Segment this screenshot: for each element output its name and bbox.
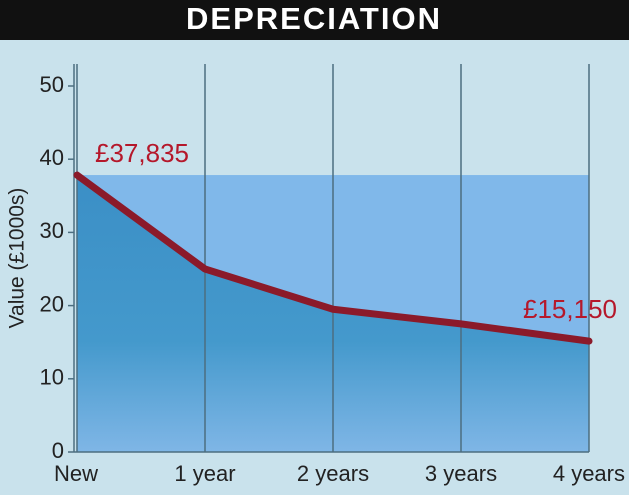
y-tick-label: 30: [40, 218, 64, 243]
x-tick-label: New: [54, 461, 98, 486]
x-tick-label: 2 years: [297, 461, 369, 486]
data-label: £15,150: [523, 294, 617, 324]
y-tick-label: 40: [40, 145, 64, 170]
x-tick-label: 4 years: [553, 461, 625, 486]
data-label: £37,835: [95, 138, 189, 168]
y-tick-label: 20: [40, 291, 64, 316]
data-line: [73, 171, 593, 345]
y-tick-label: 0: [52, 438, 64, 463]
x-tick-label: 1 year: [174, 461, 235, 486]
y-tick-label: 50: [40, 72, 64, 97]
y-tick-label: 10: [40, 365, 64, 390]
x-tick-label: 3 years: [425, 461, 497, 486]
y-axis-label: Value (£1000s): [6, 188, 29, 329]
title-band: [0, 0, 629, 40]
chart-title: DEPRECIATION: [186, 1, 442, 36]
